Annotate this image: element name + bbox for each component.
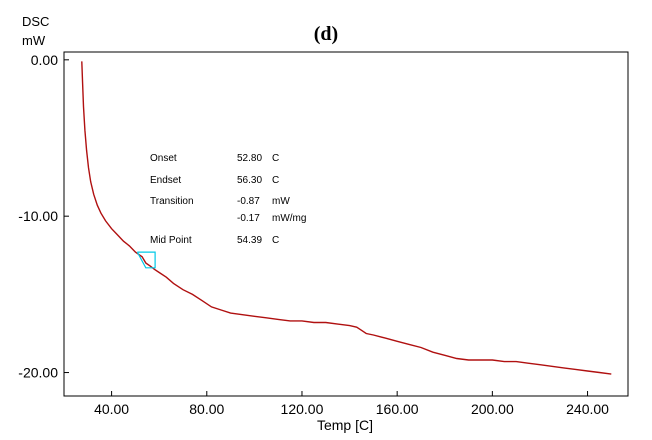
transition-unit-mwmg: mW/mg bbox=[272, 213, 306, 224]
onset-unit: C bbox=[272, 153, 279, 164]
y-axis-label-quantity: DSC bbox=[22, 14, 49, 29]
y-axis-label-unit: mW bbox=[22, 33, 46, 48]
x-axis-label: Temp [C] bbox=[317, 417, 373, 433]
transition-label: Transition bbox=[150, 196, 194, 207]
midpoint-value: 54.39 bbox=[237, 235, 262, 246]
x-tick-label: 160.00 bbox=[376, 401, 419, 417]
onset-value: 52.80 bbox=[237, 153, 262, 164]
dsc-curve bbox=[81, 61, 612, 375]
x-axis-ticks: 40.00 80.00 120.00 160.00 200.00 240.00 bbox=[94, 391, 609, 417]
transition-unit-mw: mW bbox=[272, 196, 290, 207]
x-tick-label: 200.00 bbox=[471, 401, 514, 417]
x-tick-label: 240.00 bbox=[566, 401, 609, 417]
transition-value-mwmg: -0.17 bbox=[237, 213, 260, 224]
transition-marker bbox=[136, 251, 156, 269]
y-tick-label: -10.00 bbox=[18, 208, 58, 224]
transition-value-mw: -0.87 bbox=[237, 196, 260, 207]
y-tick-label: 0.00 bbox=[31, 52, 58, 68]
midpoint-label: Mid Point bbox=[150, 235, 192, 246]
transition-annotation: Onset 52.80 C Endset 56.30 C Transition … bbox=[150, 153, 306, 246]
chart-title: (d) bbox=[314, 23, 338, 45]
x-tick-label: 40.00 bbox=[94, 401, 129, 417]
midpoint-unit: C bbox=[272, 235, 279, 246]
endset-label: Endset bbox=[150, 175, 181, 186]
y-axis-ticks: 0.00 -10.00 -20.00 bbox=[18, 52, 69, 381]
x-tick-label: 80.00 bbox=[189, 401, 224, 417]
endset-unit: C bbox=[272, 175, 279, 186]
x-tick-label: 120.00 bbox=[281, 401, 324, 417]
y-tick-label: -20.00 bbox=[18, 365, 58, 381]
onset-label: Onset bbox=[150, 153, 177, 164]
endset-value: 56.30 bbox=[237, 175, 262, 186]
plot-frame bbox=[63, 51, 629, 397]
